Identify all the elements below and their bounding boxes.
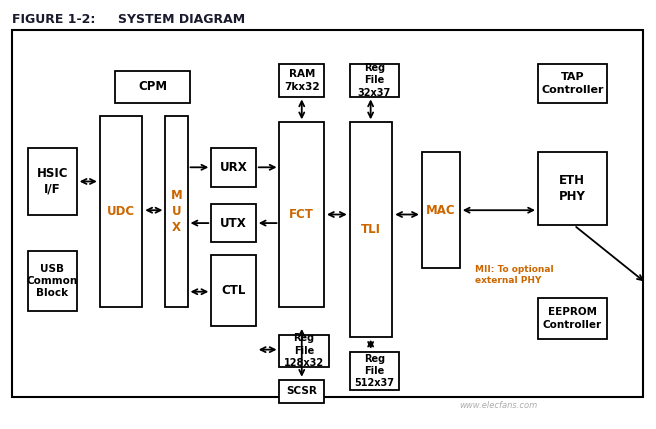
Text: Reg
File
32x37: Reg File 32x37 xyxy=(358,63,391,98)
Bar xyxy=(165,116,188,307)
Bar xyxy=(28,251,77,311)
Bar xyxy=(211,148,256,187)
Text: CPM: CPM xyxy=(138,80,167,94)
Text: CTL: CTL xyxy=(221,284,246,297)
Text: USB
Common
Block: USB Common Block xyxy=(26,263,78,299)
Bar xyxy=(538,152,607,225)
Bar xyxy=(422,152,460,268)
Bar xyxy=(115,71,190,103)
Text: M
U
X: M U X xyxy=(171,189,182,234)
Bar xyxy=(100,116,142,307)
Text: MAC: MAC xyxy=(426,204,456,217)
Text: UDC: UDC xyxy=(107,205,135,218)
Text: TAP
Controller: TAP Controller xyxy=(541,73,604,95)
Bar xyxy=(279,335,329,367)
Text: FIGURE 1-2:: FIGURE 1-2: xyxy=(12,13,95,26)
Bar xyxy=(350,352,399,390)
Text: www.elecfans.com: www.elecfans.com xyxy=(459,401,538,410)
Text: SCSR: SCSR xyxy=(286,387,318,396)
Bar xyxy=(279,122,324,307)
Text: SYSTEM DIAGRAM: SYSTEM DIAGRAM xyxy=(118,13,245,26)
Text: MII: To optional
external PHY: MII: To optional external PHY xyxy=(475,265,554,284)
Bar xyxy=(12,30,643,397)
Bar xyxy=(211,255,256,326)
Text: Reg
File
128x32: Reg File 128x32 xyxy=(284,333,324,368)
Text: ETH
PHY: ETH PHY xyxy=(559,174,586,203)
Bar xyxy=(211,204,256,242)
Text: EEPROM
Controller: EEPROM Controller xyxy=(543,307,602,330)
Text: UTX: UTX xyxy=(220,217,247,230)
Bar xyxy=(538,64,607,103)
Text: URX: URX xyxy=(220,161,247,174)
Bar xyxy=(350,122,392,337)
Bar xyxy=(350,64,399,97)
Text: RAM
7kx32: RAM 7kx32 xyxy=(284,69,319,92)
Text: FCT: FCT xyxy=(289,208,314,221)
Bar xyxy=(279,64,324,97)
Text: TLI: TLI xyxy=(361,223,381,236)
Bar xyxy=(28,148,77,214)
Bar xyxy=(538,298,607,339)
Bar xyxy=(279,380,324,403)
Text: Reg
File
512x37: Reg File 512x37 xyxy=(354,353,394,389)
Text: HSIC
I/F: HSIC I/F xyxy=(36,167,68,196)
